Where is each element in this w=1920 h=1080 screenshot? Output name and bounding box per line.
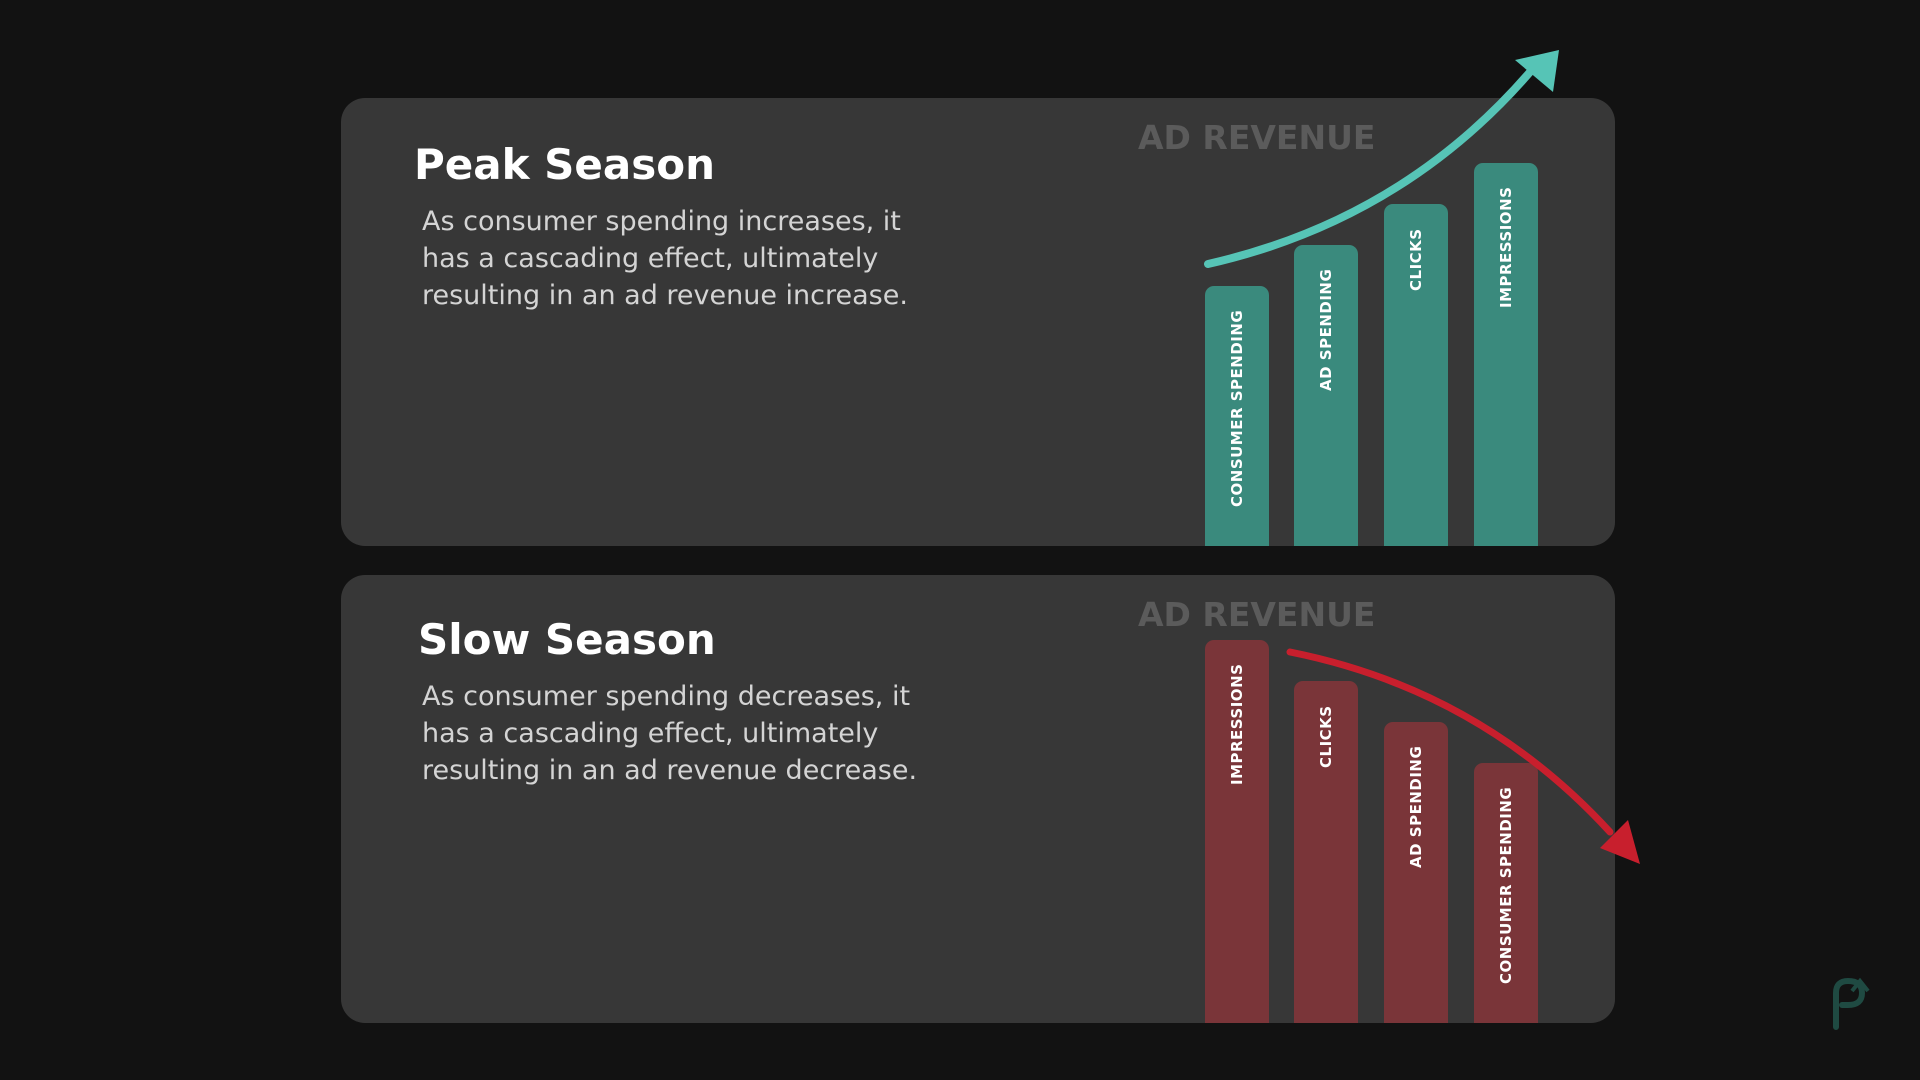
peak-bar-label: CLICKS <box>1407 228 1425 291</box>
slow-bar-group: IMPRESSIONS CLICKS AD SPENDING CONSUMER SPE… <box>341 575 1615 1023</box>
peak-bar-label: AD SPENDING <box>1317 268 1335 391</box>
peak-bar-label: IMPRESSIONS <box>1497 186 1515 308</box>
peak-season-panel: Peak Season As consumer spending increas… <box>341 98 1615 546</box>
slow-bar-label: AD SPENDING <box>1407 745 1425 868</box>
slow-season-description: As consumer spending decreases, it has a… <box>422 681 918 786</box>
peak-bar-label: CONSUMER SPENDING <box>1228 309 1246 507</box>
peak-bar-clicks: CLICKS <box>1384 204 1448 546</box>
slow-bar-clicks: CLICKS <box>1294 681 1358 1023</box>
peak-bar-consumer-spending: CONSUMER SPENDING <box>1205 286 1269 546</box>
peak-season-title: Peak Season <box>414 140 715 189</box>
peak-season-description: As consumer spending increases, it has a… <box>422 206 908 311</box>
slow-bar-label: CONSUMER SPENDING <box>1497 786 1515 984</box>
slow-bar-label: CLICKS <box>1317 705 1335 768</box>
slow-bar-consumer-spending: CONSUMER SPENDING <box>1474 763 1538 1023</box>
slow-ad-revenue-label: AD REVENUE <box>1138 595 1376 634</box>
peak-bar-ad-spending: AD SPENDING <box>1294 245 1358 546</box>
slow-bar-ad-spending: AD SPENDING <box>1384 722 1448 1023</box>
slow-bar-label: IMPRESSIONS <box>1228 663 1246 785</box>
slow-bar-impressions: IMPRESSIONS <box>1205 640 1269 1023</box>
peak-bar-group: CONSUMER SPENDING AD SPENDING CLICKS IMPRES… <box>341 98 1615 546</box>
slow-season-title: Slow Season <box>418 615 716 664</box>
peak-bar-impressions: IMPRESSIONS <box>1474 163 1538 546</box>
brand-logo-icon <box>1833 977 1870 1030</box>
slow-season-panel: Slow Season As consumer spending decreas… <box>341 575 1615 1023</box>
